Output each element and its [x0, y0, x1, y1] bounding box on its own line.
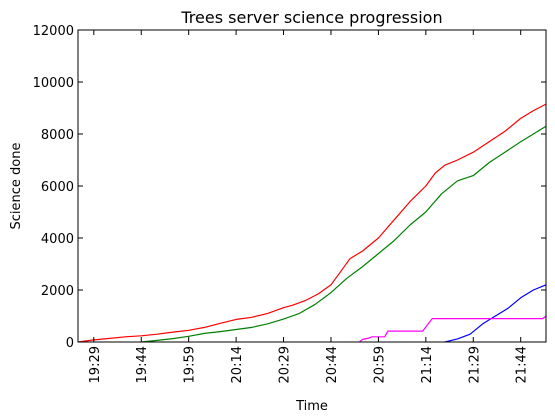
x-tick-label: 21:29: [467, 346, 482, 383]
x-tick-label: 20:44: [325, 346, 340, 383]
series-line-4: [359, 315, 546, 342]
y-tick-label: 0: [66, 336, 74, 351]
x-tick-label: 19:59: [183, 346, 198, 383]
x-axis-label: Time: [295, 399, 328, 414]
y-tick-label: 8000: [41, 128, 74, 143]
y-tick-label: 2000: [41, 284, 74, 299]
plot-frame: [77, 29, 547, 343]
y-tick-label: 4000: [41, 232, 74, 247]
y-tick-label: 12000: [33, 24, 74, 39]
x-tick-label: 20:59: [372, 346, 387, 383]
series-line-2: [141, 125, 546, 342]
series-line-3: [444, 284, 546, 342]
x-tick-label: 20:14: [230, 346, 245, 383]
x-tick-label: 20:29: [278, 346, 293, 383]
series-layer: [78, 103, 546, 342]
x-tick-label: 21:14: [420, 346, 435, 383]
y-tick-label: 10000: [33, 76, 74, 91]
y-axis: 0 2000 4000 6000 8000 10000 12000: [33, 24, 546, 351]
x-tick-label: 21:44: [515, 346, 530, 383]
x-tick-label: 19:29: [88, 346, 103, 383]
x-tick-label: 19:44: [135, 346, 150, 383]
x-axis: 19:29 19:44 19:59 20:14 20:29 20:44 20:59 21:14…: [88, 30, 530, 383]
series-line-1: [78, 103, 546, 342]
y-axis-label: Science done: [9, 143, 24, 230]
y-tick-label: 6000: [41, 180, 74, 195]
chart-title: Trees server science progression: [180, 8, 442, 27]
